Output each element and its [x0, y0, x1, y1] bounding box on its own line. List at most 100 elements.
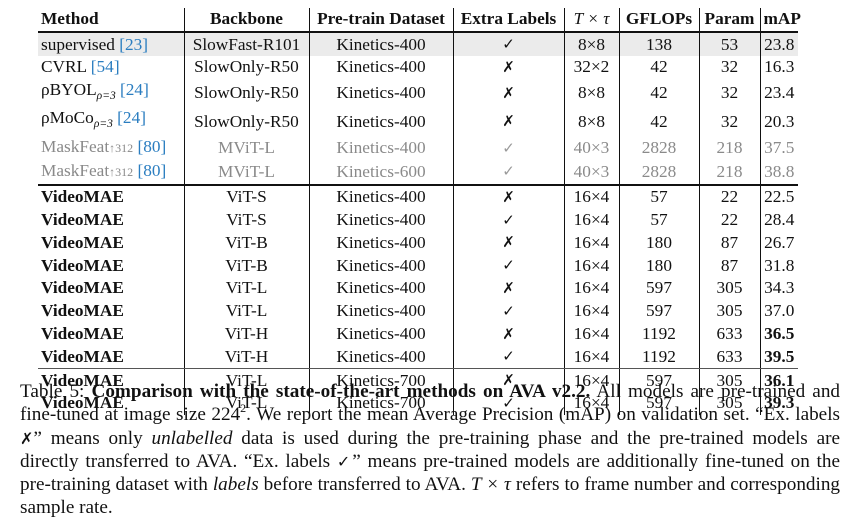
table-row: VideoMAE ViT-L Kinetics-700 ✗ 16×4 597 305 36.1 [38, 368, 798, 392]
citation-link[interactable]: [24] [120, 79, 149, 99]
cell-backbone: SlowFast-R101 [184, 32, 310, 56]
check-mark-icon: ✓ [502, 162, 515, 181]
cell-backbone: ViT-L [184, 299, 310, 323]
cell-extra-labels: ✗ [453, 184, 565, 209]
method-name: VideoMAE [41, 187, 124, 207]
cell-backbone: ViT-L [184, 391, 310, 415]
cell-gflops: 57 [619, 208, 700, 232]
cell-backbone: MViT-L [184, 136, 310, 160]
cell-backbone: ViT-H [184, 345, 310, 370]
cell-extra-labels: ✓ [453, 208, 565, 232]
cell-map: 16.3 [764, 57, 795, 77]
caption-text: ” means only [33, 427, 152, 449]
cell-dataset: Kinetics-400 [309, 184, 454, 209]
cell-map: 36.1 [764, 370, 795, 390]
cell-extra-labels: ✗ [453, 322, 565, 346]
cell-extra-labels: ✗ [453, 107, 565, 137]
caption-text: . We report the mean Average Precision (… [246, 404, 840, 426]
citation-link[interactable]: [24] [117, 108, 146, 128]
cell-gflops: 180 [619, 254, 700, 277]
cell-extra-labels: ✗ [453, 276, 565, 300]
cell-param: 87 [699, 254, 761, 277]
cell-param: 633 [699, 322, 761, 346]
cross-mark-icon: ✗ [502, 112, 515, 131]
cell-backbone: SlowOnly-R50 [184, 55, 310, 79]
cell-map: 39.3 [764, 393, 795, 413]
cell-gflops: 597 [619, 276, 700, 300]
header-method: Method [38, 8, 185, 33]
citation-link[interactable]: [23] [119, 34, 149, 54]
cell-backbone: ViT-H [184, 322, 310, 346]
cell-backbone: SlowOnly-R50 [184, 107, 310, 137]
caption-text: refers to frame number and corresponding… [20, 474, 841, 519]
header-map: mAP [760, 8, 801, 33]
cell-dataset: Kinetics-400 [309, 107, 454, 137]
cell-backbone: ViT-L [184, 368, 310, 392]
table-row: VideoMAE ViT-L Kinetics-400 ✗ 16×4 597 305 34.3 [38, 276, 798, 300]
caption-text: All models are pre-trained and fine-tune… [20, 381, 841, 426]
cell-gflops: 42 [619, 78, 700, 108]
cell-map: 31.8 [764, 255, 795, 275]
cross-mark-icon: ✗ [20, 428, 34, 448]
cell-dataset: Kinetics-400 [309, 55, 454, 79]
cell-t-tau: 32×2 [564, 55, 620, 79]
caption-text: data is used during the pre-training pha… [20, 427, 840, 472]
results-table-container: Method Backbone Pre-train Dataset Extra … [38, 8, 801, 415]
table-row: VideoMAE ViT-L Kinetics-400 ✓ 16×4 597 305 37.0 [38, 299, 798, 323]
cell-dataset: Kinetics-400 [309, 345, 454, 370]
cell-extra-labels: ✗ [453, 55, 565, 79]
cell-param: 53 [699, 32, 761, 56]
cell-gflops: 597 [619, 299, 700, 323]
table-row: ρBYOLρ=3 [24] SlowOnly-R50 Kinetics-400 ✗ 8×… [38, 78, 798, 108]
cell-gflops: 42 [619, 107, 700, 137]
citation-link[interactable]: [54] [90, 57, 120, 77]
cell-map: 34.3 [764, 278, 795, 298]
table-row: CVRL [54] SlowOnly-R50 Kinetics-400 ✗ 32×2 42… [38, 55, 798, 79]
cell-backbone: ViT-S [184, 184, 310, 209]
method-name: VideoMAE [41, 393, 124, 413]
cell-extra-labels: ✓ [453, 32, 565, 56]
citation-link[interactable]: [80] [137, 160, 167, 180]
cell-gflops: 1192 [619, 322, 700, 346]
citation-link[interactable]: [80] [137, 137, 167, 157]
table-row: VideoMAE ViT-H Kinetics-400 ✗ 16×4 1192 633 36.… [38, 322, 798, 346]
check-mark-icon: ✓ [502, 301, 515, 320]
cell-map: 22.5 [764, 187, 795, 207]
cell-t-tau: 8×8 [564, 107, 620, 137]
cell-method: VideoMAE [38, 254, 185, 277]
cell-map: 37.0 [764, 301, 795, 321]
method-name: VideoMAE [41, 210, 124, 230]
cell-backbone: MViT-L [184, 159, 310, 186]
cell-extra-labels: ✓ [453, 159, 565, 186]
table-row: MaskFeat↑312 [80] MViT-L Kinetics-400 ✓ 40×3… [38, 136, 798, 160]
method-name: VideoMAE [41, 370, 124, 390]
cell-dataset: Kinetics-400 [309, 276, 454, 300]
method-name: VideoMAE [41, 301, 124, 321]
cell-dataset: Kinetics-400 [309, 136, 454, 160]
cross-mark-icon: ✗ [502, 278, 515, 297]
cell-method: VideoMAE [38, 276, 185, 300]
cell-extra-labels: ✓ [453, 345, 565, 370]
cell-param: 22 [699, 208, 761, 232]
method-name: VideoMAE [41, 324, 124, 344]
method-name: VideoMAE [41, 346, 124, 366]
cell-gflops: 42 [619, 55, 700, 79]
cell-t-tau: 16×4 [564, 391, 620, 415]
cell-param: 218 [699, 136, 761, 160]
caption-superscript: 2 [240, 401, 247, 416]
cell-method: supervised [23] [38, 32, 185, 56]
cross-mark-icon: ✗ [502, 324, 515, 343]
cell-t-tau: 16×4 [564, 254, 620, 277]
method-subscript: ρ=3 [96, 89, 116, 102]
cell-param: 32 [699, 78, 761, 108]
cell-extra-labels: ✗ [453, 78, 565, 108]
cell-t-tau: 16×4 [564, 345, 620, 370]
header-backbone: Backbone [184, 8, 310, 33]
cell-dataset: Kinetics-400 [309, 299, 454, 323]
cell-method: MaskFeat↑312 [80] [38, 159, 185, 186]
ava-comparison-table: Method Backbone Pre-train Dataset Extra … [38, 8, 801, 415]
caption-text: before transferred to AVA. [258, 474, 471, 496]
header-t-tau: T × τ [564, 8, 620, 33]
cross-mark-icon: ✗ [502, 371, 515, 390]
caption-emphasis: labels [212, 474, 259, 496]
